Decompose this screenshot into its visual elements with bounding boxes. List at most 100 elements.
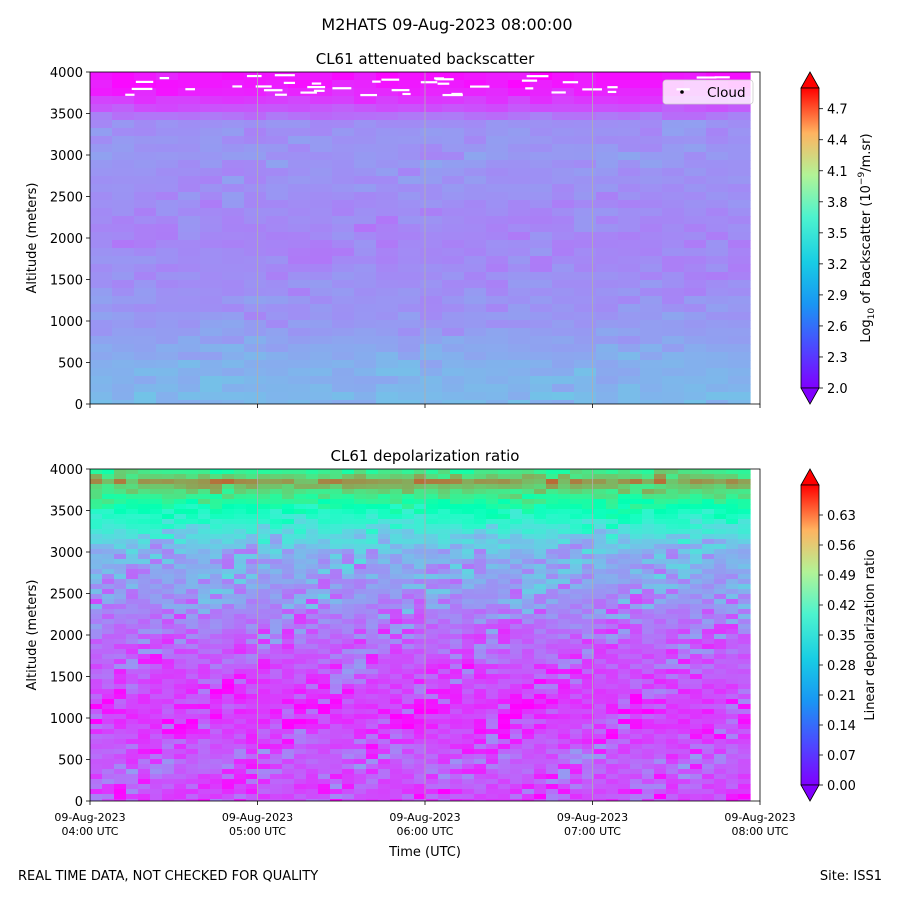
heat-cell bbox=[306, 539, 319, 545]
heat-cell bbox=[438, 609, 451, 615]
heat-cell bbox=[162, 539, 175, 545]
heat-cell bbox=[156, 352, 179, 361]
heat-cell bbox=[498, 489, 511, 495]
heat-cell bbox=[114, 624, 127, 630]
heat-cell bbox=[498, 704, 511, 710]
heat-cell bbox=[354, 569, 367, 575]
heat-cell bbox=[178, 176, 201, 185]
heat-cell bbox=[508, 400, 531, 404]
heat-cell bbox=[156, 128, 179, 137]
heat-cell bbox=[234, 624, 247, 630]
heat-cell bbox=[402, 494, 415, 500]
heat-cell bbox=[156, 400, 179, 404]
heat-cell bbox=[162, 494, 175, 500]
heat-cell bbox=[738, 569, 751, 575]
heat-cell bbox=[706, 344, 729, 353]
heat-cell bbox=[222, 160, 245, 169]
heat-cell bbox=[342, 674, 355, 680]
heat-cell bbox=[112, 144, 135, 153]
heat-cell bbox=[354, 304, 377, 313]
heat-cell bbox=[138, 504, 151, 510]
cloud-marker bbox=[255, 85, 272, 88]
heat-cell bbox=[702, 784, 715, 790]
heat-cell bbox=[186, 704, 199, 710]
heat-cell bbox=[706, 200, 729, 209]
heat-cell bbox=[342, 789, 355, 795]
heat-cell bbox=[114, 559, 127, 565]
heat-cell bbox=[654, 534, 667, 540]
heat-cell bbox=[222, 328, 245, 337]
heat-cell bbox=[594, 764, 607, 770]
heat-cell bbox=[464, 160, 487, 169]
heat-cell bbox=[666, 664, 679, 670]
heat-cell bbox=[270, 629, 283, 635]
heat-cell bbox=[426, 599, 439, 605]
heat-cell bbox=[606, 794, 619, 800]
heat-cell bbox=[706, 176, 729, 185]
heat-cell bbox=[618, 360, 641, 369]
heat-cell bbox=[582, 789, 595, 795]
heat-cell bbox=[266, 400, 289, 404]
heat-cell bbox=[498, 494, 511, 500]
heat-cell bbox=[150, 514, 163, 520]
heat-cell bbox=[640, 344, 663, 353]
heat-cell bbox=[690, 674, 703, 680]
heat-cell bbox=[150, 734, 163, 740]
heat-cell bbox=[138, 644, 151, 650]
heat-cell bbox=[594, 534, 607, 540]
heat-cell bbox=[342, 729, 355, 735]
heat-cell bbox=[690, 649, 703, 655]
heat-cell bbox=[738, 559, 751, 565]
heat-cell bbox=[420, 320, 443, 329]
heat-cell bbox=[112, 88, 135, 97]
heat-cell bbox=[462, 609, 475, 615]
heat-cell bbox=[198, 729, 211, 735]
heat-cell bbox=[288, 160, 311, 169]
cloud-marker bbox=[420, 81, 438, 84]
heat-cell bbox=[714, 494, 727, 500]
heat-cell bbox=[200, 312, 223, 321]
heat-cell bbox=[546, 774, 559, 780]
heat-cell bbox=[654, 589, 667, 595]
heat-cell bbox=[354, 739, 367, 745]
heat-cell bbox=[510, 569, 523, 575]
heat-cell bbox=[714, 704, 727, 710]
heat-cell bbox=[306, 744, 319, 750]
heat-cell bbox=[114, 489, 127, 495]
heat-cell bbox=[714, 754, 727, 760]
heat-cell bbox=[210, 739, 223, 745]
heat-cell bbox=[522, 579, 535, 585]
heat-cell bbox=[570, 654, 583, 660]
heat-cell bbox=[342, 679, 355, 685]
heat-cell bbox=[426, 794, 439, 800]
heat-cell bbox=[198, 534, 211, 540]
heat-cell bbox=[222, 759, 235, 765]
heat-cell bbox=[222, 264, 245, 273]
heat-cell bbox=[546, 699, 559, 705]
heat-cell bbox=[244, 160, 267, 169]
heat-cell bbox=[690, 694, 703, 700]
heat-cell bbox=[678, 704, 691, 710]
heat-cell bbox=[90, 336, 113, 345]
heat-cell bbox=[270, 514, 283, 520]
heat-cell bbox=[390, 584, 403, 590]
heat-cell bbox=[618, 719, 631, 725]
heat-cell bbox=[690, 524, 703, 530]
heat-cell bbox=[574, 80, 597, 89]
heat-cell bbox=[258, 749, 271, 755]
heat-cell bbox=[630, 669, 643, 675]
heat-cell bbox=[420, 200, 443, 209]
heat-cell bbox=[354, 714, 367, 720]
heat-cell bbox=[156, 280, 179, 289]
heat-cell bbox=[282, 639, 295, 645]
heat-cell bbox=[640, 392, 663, 401]
heat-cell bbox=[288, 360, 311, 369]
heat-cell bbox=[702, 624, 715, 630]
heat-cell bbox=[450, 499, 463, 505]
heat-cell bbox=[570, 689, 583, 695]
heat-cell bbox=[330, 539, 343, 545]
heat-cell bbox=[222, 224, 245, 233]
heat-cell bbox=[726, 689, 739, 695]
heat-cell bbox=[640, 376, 663, 385]
heat-cell bbox=[738, 654, 751, 660]
